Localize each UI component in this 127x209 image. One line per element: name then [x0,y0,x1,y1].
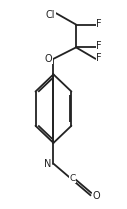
Text: F: F [97,19,102,29]
Text: F: F [97,53,102,63]
Text: F: F [97,41,102,51]
Text: C: C [70,174,76,183]
Text: Cl: Cl [46,10,55,20]
Text: O: O [93,191,101,201]
Text: N: N [44,159,52,169]
Text: O: O [45,54,52,64]
